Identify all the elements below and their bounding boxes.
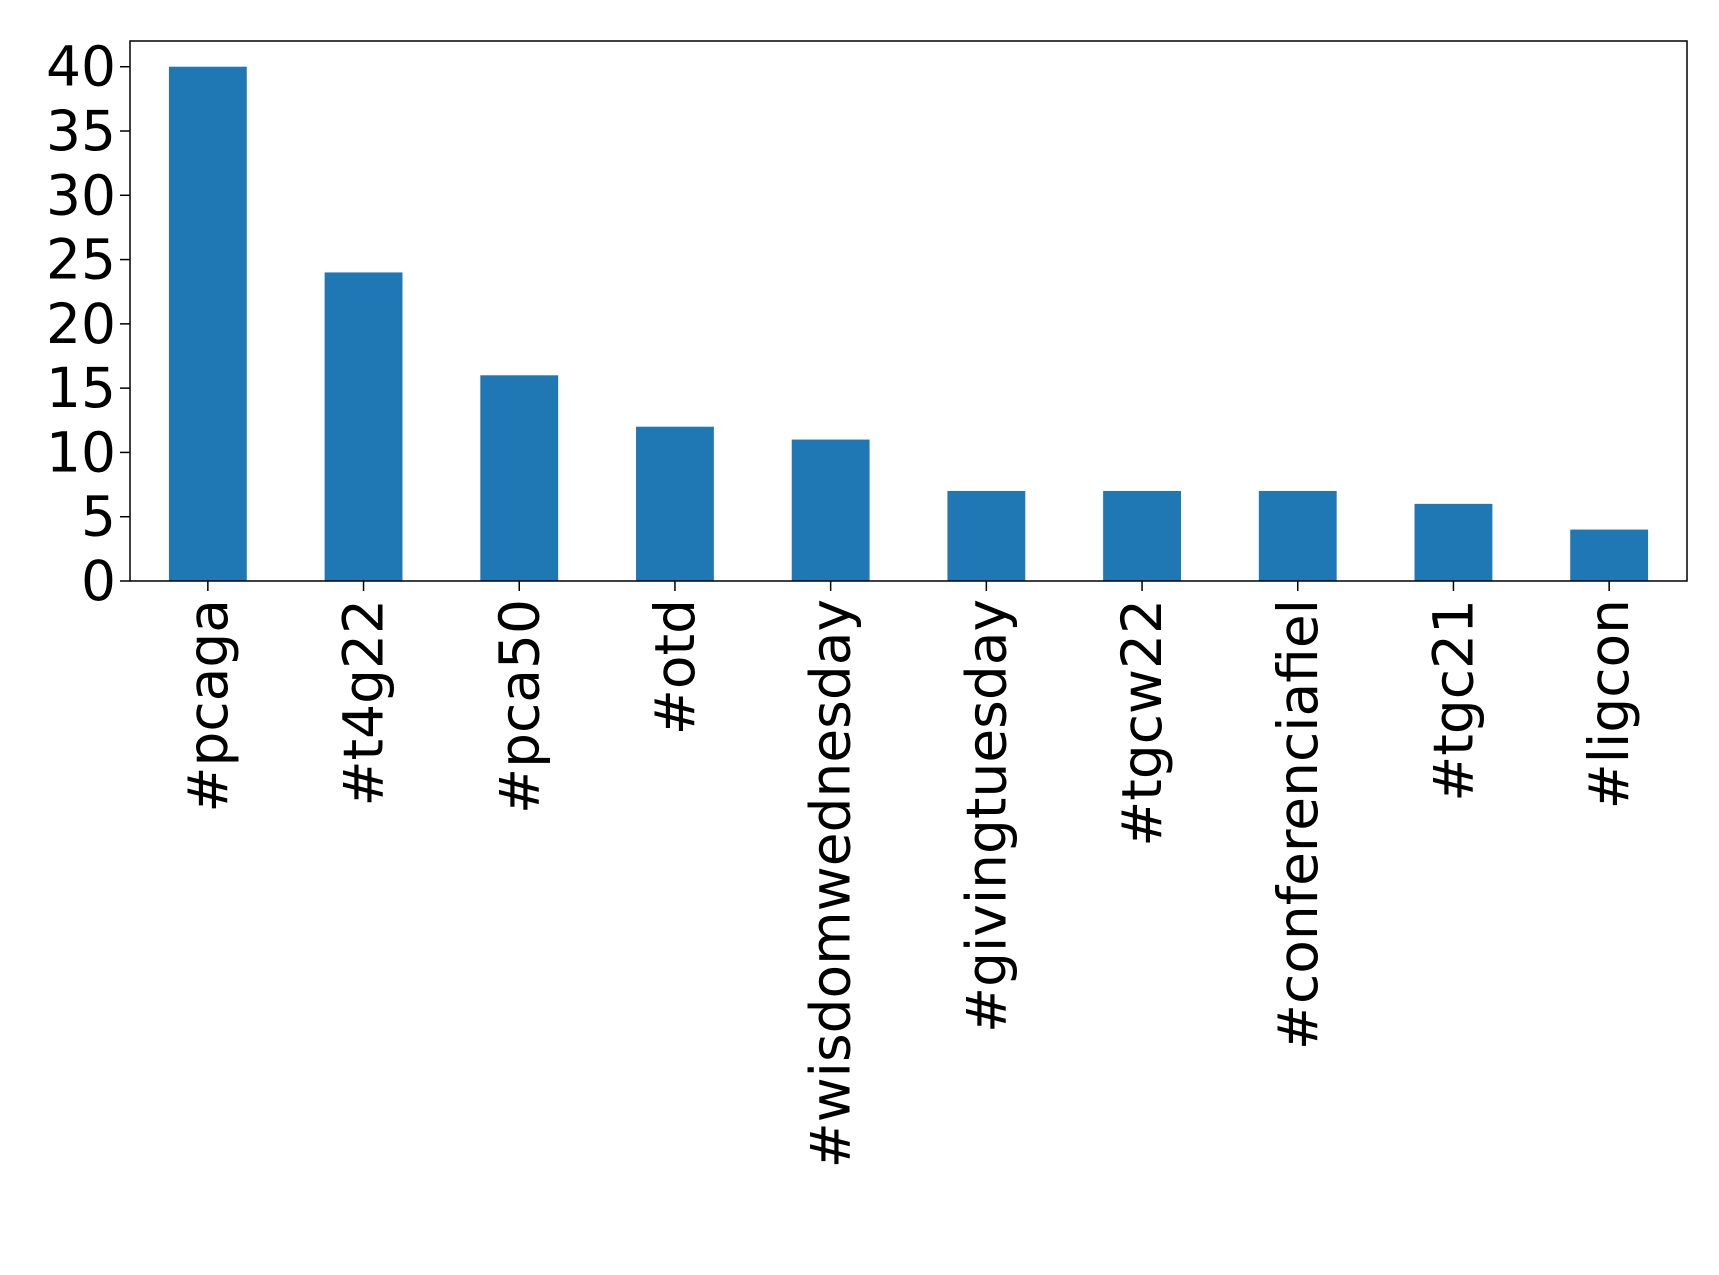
- bar: [1414, 503, 1493, 581]
- bar: [324, 272, 403, 581]
- y-tick-label: 40: [46, 35, 116, 99]
- y-tick-label: 0: [81, 549, 116, 613]
- bar: [636, 426, 714, 581]
- x-tick-label: #tgcw22: [1110, 599, 1174, 847]
- plot-frame: [129, 40, 1688, 582]
- bar: [947, 491, 1026, 581]
- bar: [791, 439, 870, 581]
- y-tick-label: 5: [81, 485, 116, 549]
- y-tick-label: 25: [46, 228, 116, 292]
- x-tick-label: #t4g22: [332, 599, 396, 807]
- y-tick-label: 10: [46, 420, 116, 484]
- bar: [1258, 491, 1337, 581]
- x-tick-label: #pca50: [487, 599, 551, 814]
- x-tick-label: #givingtuesday: [954, 599, 1018, 1033]
- bar: [168, 66, 247, 581]
- bar: [1103, 491, 1181, 581]
- y-tick-label: 30: [46, 163, 116, 227]
- x-tick-label: #otd: [643, 599, 707, 735]
- x-tick-label: #tgc21: [1421, 599, 1485, 802]
- bar: [1570, 529, 1649, 581]
- y-tick-label: 20: [46, 292, 116, 356]
- x-tick-label: #wisdomwednesday: [799, 599, 863, 1168]
- x-tick-label: #ligcon: [1577, 599, 1641, 809]
- y-tick-label: 35: [46, 99, 116, 163]
- x-tick-label: #conferenciafiel: [1266, 599, 1330, 1050]
- bar: [480, 375, 559, 581]
- x-tick-label: #pcaga: [176, 599, 240, 813]
- y-tick-label: 15: [46, 356, 116, 420]
